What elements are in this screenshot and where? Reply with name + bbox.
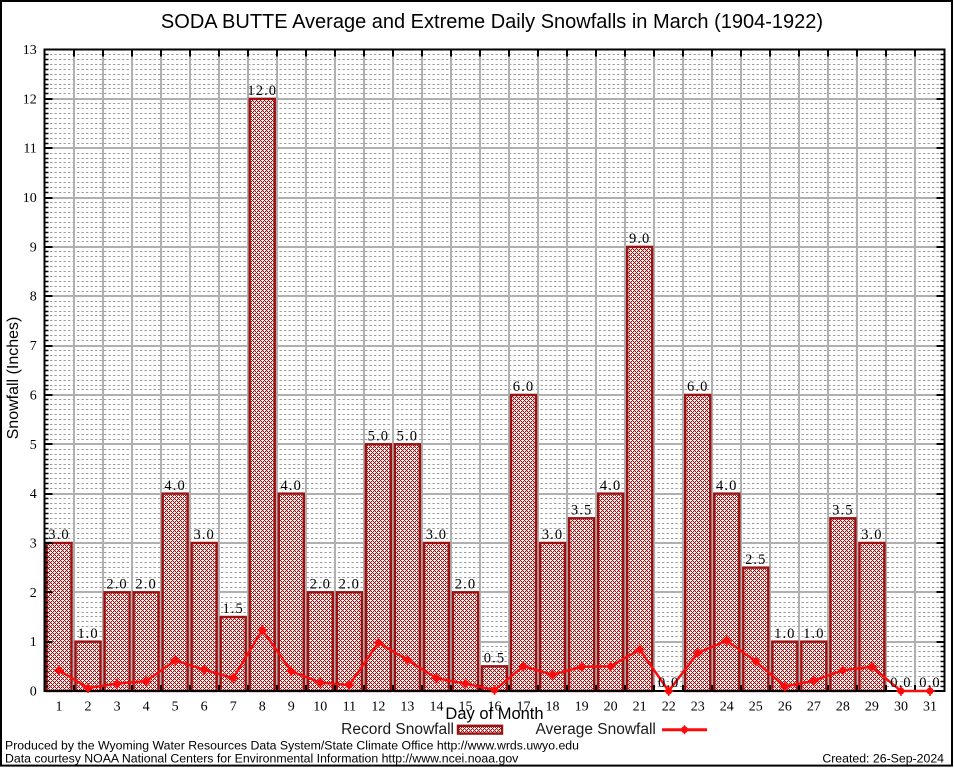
svg-text:1.0: 1.0 [774, 626, 795, 642]
svg-text:Snowfall (Inches): Snowfall (Inches) [5, 317, 22, 440]
svg-text:3: 3 [114, 700, 121, 715]
svg-text:9: 9 [288, 700, 295, 715]
svg-text:2.0: 2.0 [339, 577, 360, 593]
svg-text:12: 12 [23, 92, 37, 107]
svg-text:11: 11 [343, 700, 356, 715]
svg-text:1: 1 [30, 635, 37, 650]
svg-text:2: 2 [30, 586, 37, 601]
svg-text:31: 31 [923, 700, 937, 715]
svg-text:Day of Month: Day of Month [445, 705, 543, 723]
svg-text:3.0: 3.0 [542, 527, 563, 543]
svg-text:2.0: 2.0 [135, 577, 156, 593]
svg-text:15: 15 [458, 700, 472, 715]
svg-text:29: 29 [865, 700, 879, 715]
svg-text:17: 17 [517, 700, 531, 715]
svg-text:2.5: 2.5 [745, 552, 766, 568]
svg-text:21: 21 [633, 700, 647, 715]
svg-text:3.0: 3.0 [426, 527, 447, 543]
svg-text:11: 11 [23, 142, 36, 157]
svg-text:1: 1 [56, 700, 63, 715]
svg-text:14: 14 [429, 700, 443, 715]
svg-text:6.0: 6.0 [513, 379, 534, 395]
svg-text:4.0: 4.0 [281, 478, 302, 494]
svg-text:8: 8 [30, 290, 37, 305]
svg-text:0.0: 0.0 [919, 675, 940, 691]
svg-text:3.5: 3.5 [832, 502, 853, 518]
svg-text:2.0: 2.0 [310, 577, 331, 593]
svg-text:10: 10 [23, 191, 37, 206]
svg-text:1.0: 1.0 [803, 626, 824, 642]
svg-text:24: 24 [720, 700, 734, 715]
svg-text:1.5: 1.5 [222, 601, 243, 617]
svg-text:4.0: 4.0 [600, 478, 621, 494]
svg-text:25: 25 [749, 700, 763, 715]
svg-text:0.0: 0.0 [658, 675, 679, 691]
svg-text:0: 0 [30, 685, 37, 700]
svg-text:4: 4 [143, 700, 150, 715]
svg-text:10: 10 [313, 700, 327, 715]
svg-text:28: 28 [836, 700, 850, 715]
svg-text:4: 4 [30, 487, 37, 502]
svg-text:22: 22 [662, 700, 676, 715]
svg-text:3: 3 [30, 536, 37, 551]
svg-text:6.0: 6.0 [687, 379, 708, 395]
svg-text:3.0: 3.0 [193, 527, 214, 543]
svg-text:Data courtesy NOAA National Ce: Data courtesy NOAA National Centers for … [5, 752, 519, 766]
svg-text:3.5: 3.5 [571, 502, 592, 518]
svg-text:9.0: 9.0 [629, 231, 650, 247]
svg-text:5.0: 5.0 [368, 428, 389, 444]
svg-text:4.0: 4.0 [716, 478, 737, 494]
svg-text:7: 7 [230, 700, 237, 715]
svg-text:23: 23 [691, 700, 705, 715]
svg-text:6: 6 [30, 388, 37, 403]
svg-text:12.0: 12.0 [247, 83, 277, 99]
svg-text:Created: 26-Sep-2024: Created: 26-Sep-2024 [822, 752, 944, 766]
svg-text:20: 20 [604, 700, 618, 715]
svg-text:4.0: 4.0 [164, 478, 185, 494]
svg-text:26: 26 [778, 700, 792, 715]
svg-text:5.0: 5.0 [397, 428, 418, 444]
svg-text:2: 2 [85, 700, 92, 715]
svg-text:5: 5 [30, 438, 37, 453]
svg-text:3.0: 3.0 [861, 527, 882, 543]
svg-text:7: 7 [30, 339, 37, 354]
svg-text:0.0: 0.0 [890, 675, 911, 691]
svg-text:3.0: 3.0 [48, 527, 69, 543]
svg-text:13: 13 [400, 700, 414, 715]
svg-text:16: 16 [488, 700, 502, 715]
svg-text:9: 9 [30, 240, 37, 255]
svg-text:Record Snowfall: Record Snowfall [341, 721, 454, 738]
svg-text:27: 27 [807, 700, 821, 715]
svg-text:5: 5 [172, 700, 179, 715]
svg-text:0.5: 0.5 [484, 651, 505, 667]
svg-text:6: 6 [201, 700, 208, 715]
svg-text:2.0: 2.0 [106, 577, 127, 593]
svg-text:19: 19 [575, 700, 589, 715]
svg-text:1.0: 1.0 [77, 626, 98, 642]
svg-text:30: 30 [894, 700, 908, 715]
svg-text:Produced by the Wyoming Water: Produced by the Wyoming Water Resources … [5, 739, 579, 753]
svg-text:2.0: 2.0 [455, 577, 476, 593]
svg-text:13: 13 [23, 43, 37, 58]
svg-text:18: 18 [546, 700, 560, 715]
svg-text:8: 8 [259, 700, 266, 715]
svg-text:12: 12 [371, 700, 385, 715]
svg-text:Average Snowfall: Average Snowfall [536, 721, 656, 738]
svg-text:SODA BUTTE Average and Extreme: SODA BUTTE Average and Extreme Daily Sno… [161, 11, 823, 33]
